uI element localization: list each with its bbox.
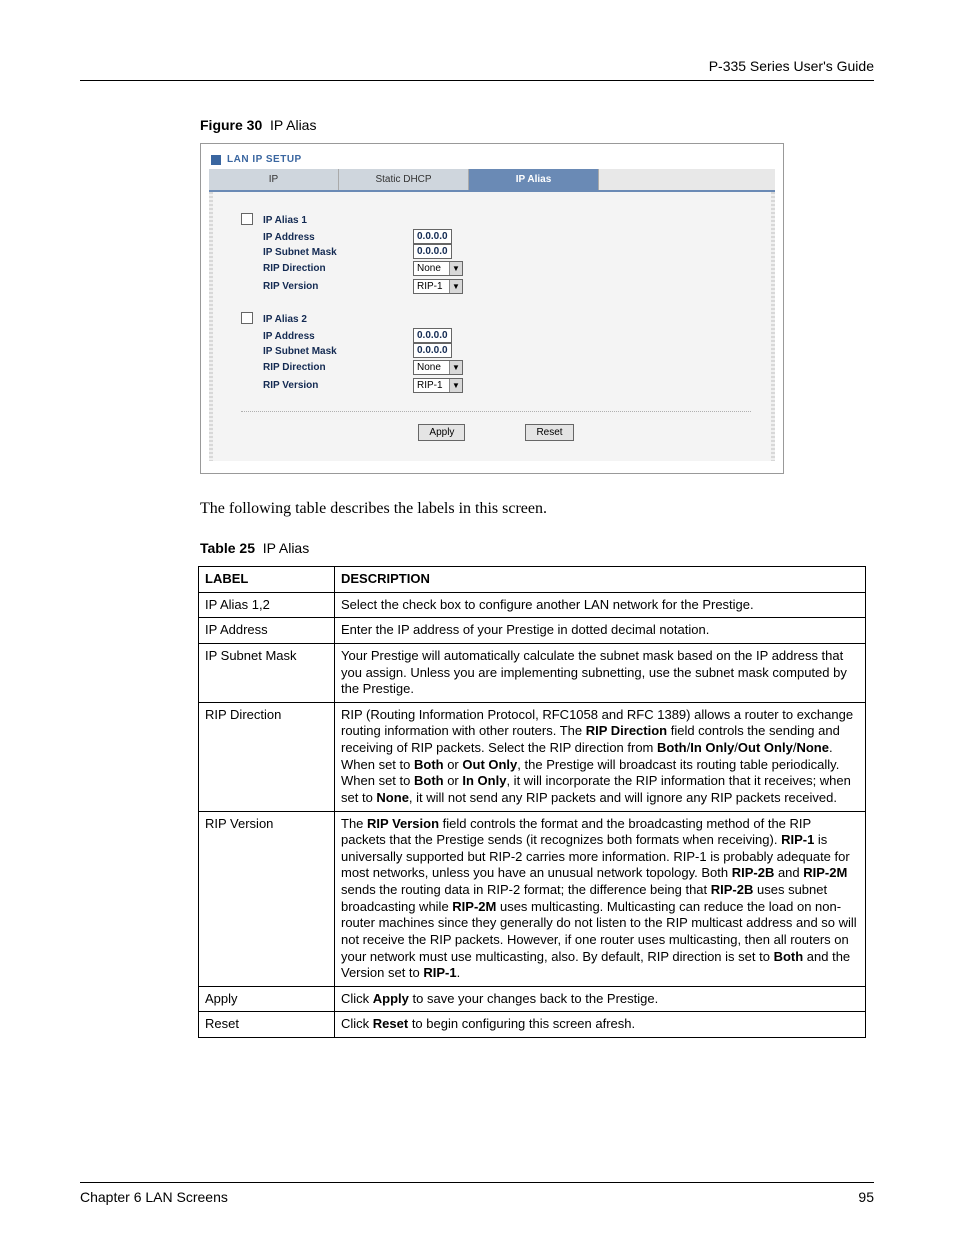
cell-desc: Select the check box to configure anothe…	[335, 592, 866, 618]
alias1-ip-input[interactable]: 0.0.0.0	[413, 229, 452, 244]
alias2-mask-input[interactable]: 0.0.0.0	[413, 343, 452, 358]
cell-label: RIP Version	[199, 811, 335, 986]
reset-button[interactable]: Reset	[525, 424, 573, 441]
table-caption: Table 25 IP Alias	[200, 540, 874, 556]
table-row: RIP Direction RIP (Routing Information P…	[199, 702, 866, 811]
cell-desc: Your Prestige will automatically calcula…	[335, 643, 866, 702]
alias1-mask-input[interactable]: 0.0.0.0	[413, 244, 452, 259]
cell-desc: RIP (Routing Information Protocol, RFC10…	[335, 702, 866, 811]
tab-ip[interactable]: IP	[209, 169, 339, 190]
th-label: LABEL	[199, 567, 335, 593]
cell-desc: The RIP Version field controls the forma…	[335, 811, 866, 986]
cell-label: IP Address	[199, 618, 335, 644]
ip-alias-2-checkbox[interactable]	[241, 312, 253, 324]
alias1-ripdir-value: None	[417, 263, 441, 274]
alias1-ripdir-label: RIP Direction	[263, 263, 413, 274]
alias2-ip-label: IP Address	[263, 331, 413, 342]
alias1-mask-label: IP Subnet Mask	[263, 247, 413, 258]
page-footer: Chapter 6 LAN Screens 95	[80, 1182, 874, 1205]
panel-bullet-icon	[211, 155, 221, 165]
tab-static-dhcp[interactable]: Static DHCP	[339, 169, 469, 190]
guide-title: P-335 Series User's Guide	[709, 58, 874, 74]
alias1-ripver-label: RIP Version	[263, 281, 413, 292]
cell-label: Apply	[199, 986, 335, 1012]
screenshot-panel: LAN IP SETUP IP Static DHCP IP Alias IP …	[200, 143, 784, 474]
alias2-ripver-label: RIP Version	[263, 380, 413, 391]
cell-label: RIP Direction	[199, 702, 335, 811]
footer-chapter: Chapter 6 LAN Screens	[80, 1189, 228, 1205]
footer-page-number: 95	[858, 1189, 874, 1205]
apply-button[interactable]: Apply	[418, 424, 465, 441]
th-description: DESCRIPTION	[335, 567, 866, 593]
cell-label: Reset	[199, 1012, 335, 1038]
ip-alias-2-block: IP Alias 2 IP Address 0.0.0.0 IP Subnet …	[241, 312, 751, 393]
alias1-ripdir-select[interactable]: None ▼	[413, 261, 463, 276]
chevron-down-icon: ▼	[449, 361, 462, 374]
table-row: Reset Click Reset to begin configuring t…	[199, 1012, 866, 1038]
alias2-ripdir-value: None	[417, 362, 441, 373]
alias2-ripdir-select[interactable]: None ▼	[413, 360, 463, 375]
figure-title: IP Alias	[270, 117, 316, 133]
table-label: Table 25	[200, 540, 255, 556]
table-row: RIP Version The RIP Version field contro…	[199, 811, 866, 986]
panel-title: LAN IP SETUP	[227, 154, 302, 165]
body-paragraph: The following table describes the labels…	[200, 500, 874, 518]
chevron-down-icon: ▼	[449, 280, 462, 293]
alias1-ip-label: IP Address	[263, 232, 413, 243]
alias1-ripver-select[interactable]: RIP-1 ▼	[413, 279, 463, 294]
chevron-down-icon: ▼	[449, 262, 462, 275]
alias2-ripver-value: RIP-1	[417, 380, 443, 391]
table-row: IP Subnet Mask Your Prestige will automa…	[199, 643, 866, 702]
tab-body: IP Alias 1 IP Address 0.0.0.0 IP Subnet …	[209, 192, 775, 461]
cell-label: IP Alias 1,2	[199, 592, 335, 618]
alias2-ripdir-label: RIP Direction	[263, 362, 413, 373]
chevron-down-icon: ▼	[449, 379, 462, 392]
description-table: LABEL DESCRIPTION IP Alias 1,2 Select th…	[198, 566, 866, 1038]
table-row: Apply Click Apply to save your changes b…	[199, 986, 866, 1012]
alias2-ripver-select[interactable]: RIP-1 ▼	[413, 378, 463, 393]
cell-desc: Click Apply to save your changes back to…	[335, 986, 866, 1012]
table-row: IP Alias 1,2 Select the check box to con…	[199, 592, 866, 618]
tab-ip-alias[interactable]: IP Alias	[469, 169, 599, 190]
cell-label: IP Subnet Mask	[199, 643, 335, 702]
page-header: P-335 Series User's Guide	[80, 58, 874, 81]
table-row: IP Address Enter the IP address of your …	[199, 618, 866, 644]
figure-caption: Figure 30 IP Alias	[200, 117, 874, 133]
alias2-ip-input[interactable]: 0.0.0.0	[413, 328, 452, 343]
ip-alias-1-heading: IP Alias 1	[263, 215, 413, 226]
table-header-row: LABEL DESCRIPTION	[199, 567, 866, 593]
cell-desc: Enter the IP address of your Prestige in…	[335, 618, 866, 644]
panel-title-row: LAN IP SETUP	[209, 154, 775, 165]
figure-label: Figure 30	[200, 117, 262, 133]
ip-alias-2-heading: IP Alias 2	[263, 314, 413, 325]
table-title: IP Alias	[263, 540, 309, 556]
alias2-mask-label: IP Subnet Mask	[263, 346, 413, 357]
alias1-ripver-value: RIP-1	[417, 281, 443, 292]
ip-alias-1-checkbox[interactable]	[241, 213, 253, 225]
ip-alias-1-block: IP Alias 1 IP Address 0.0.0.0 IP Subnet …	[241, 213, 751, 294]
tabs: IP Static DHCP IP Alias	[209, 169, 775, 192]
button-row: Apply Reset	[241, 411, 751, 441]
cell-desc: Click Reset to begin configuring this sc…	[335, 1012, 866, 1038]
